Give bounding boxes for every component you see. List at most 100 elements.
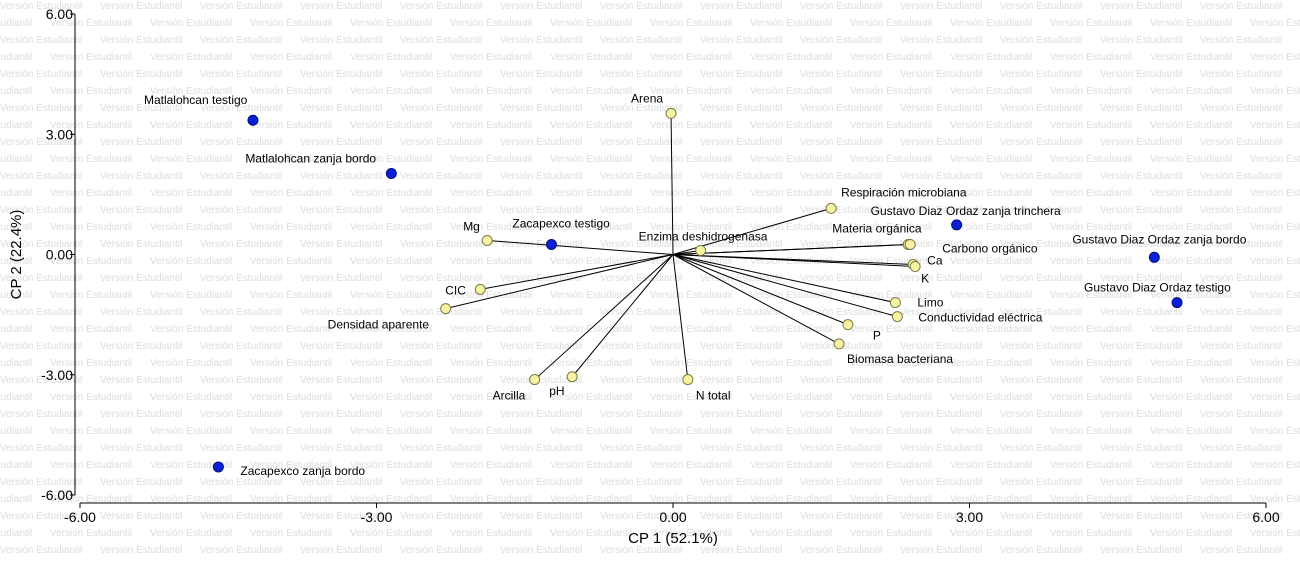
variable-vector [571,254,674,378]
x-tick-label: 6.00 [1252,509,1279,525]
watermark-text: Versión Estudiantil [550,460,632,471]
watermark-text: Versión Estudiantil [600,511,682,522]
watermark-text: Versión Estudiantil [100,1,182,12]
watermark-text: Versión Estudiantil [900,171,982,182]
watermark-text: Versión Estudiantil [0,120,32,131]
watermark-text: Versión Estudiantil [700,443,782,454]
watermark-text: Versión Estudiantil [350,154,432,165]
watermark-text: Versión Estudiantil [400,409,482,420]
watermark-text: Versión Estudiantil [1100,1,1182,12]
watermark-text: Versión Estudiantil [1000,35,1082,46]
watermark-text: Versión Estudiantil [900,103,982,114]
watermark-text: Versión Estudiantil [400,205,482,216]
watermark-text: Versión Estudiantil [0,511,82,522]
watermark-text: Versión Estudiantil [1050,154,1132,165]
watermark-text: Versión Estudiantil [850,188,932,199]
watermark-text: Versión Estudiantil [600,409,682,420]
watermark-text: Versión Estudiantil [900,35,982,46]
watermark-text: Versión Estudiantil [800,545,882,556]
watermark-text: Versión Estudiantil [100,477,182,488]
observation-label: Gustavo Diaz Ordaz zanja bordo [1072,232,1246,246]
observation-point [385,168,397,180]
watermark-text: Versión Estudiantil [400,545,482,556]
watermark-text: Versión Estudiantil [1100,103,1182,114]
watermark-text: Versión Estudiantil [450,120,532,131]
variable-label: Arena [631,91,663,105]
watermark-text: Versión Estudiantil [1250,120,1300,131]
watermark-text: Versión Estudiantil [800,443,882,454]
x-tick-label: -6.00 [64,509,96,525]
watermark-text: Versión Estudiantil [1150,460,1232,471]
watermark-text: Versión Estudiantil [1100,273,1182,284]
watermark-text: Versión Estudiantil [0,358,32,369]
watermark-text: Versión Estudiantil [0,222,32,233]
watermark-text: Versión Estudiantil [800,375,882,386]
watermark-text: Versión Estudiantil [300,103,382,114]
watermark-text: Versión Estudiantil [300,239,382,250]
watermark-text: Versión Estudiantil [800,409,882,420]
watermark-text: Versión Estudiantil [50,494,132,505]
watermark-text: Versión Estudiantil [400,341,482,352]
watermark-text: Versión Estudiantil [400,443,482,454]
variable-label: CIC [445,283,466,297]
watermark-text: Versión Estudiantil [0,86,32,97]
watermark-text: Versión Estudiantil [1100,69,1182,80]
watermark-text: Versión Estudiantil [450,86,532,97]
watermark-text: Versión Estudiantil [750,358,832,369]
y-tick-label: 6.00 [46,6,73,22]
watermark-text: Versión Estudiantil [900,239,982,250]
watermark-text: Versión Estudiantil [250,222,332,233]
watermark-text: Versión Estudiantil [600,341,682,352]
watermark-text: Versión Estudiantil [150,52,232,63]
variable-label: Arcilla [493,389,526,403]
watermark-text: Versión Estudiantil [450,290,532,301]
watermark-text: Versión Estudiantil [500,375,582,386]
watermark-text: Versión Estudiantil [500,103,582,114]
watermark-text: Versión Estudiantil [0,35,82,46]
watermark-text: Versión Estudiantil [300,511,382,522]
watermark-text: Versión Estudiantil [500,341,582,352]
variable-vector [672,254,840,345]
watermark-text: Versión Estudiantil [0,256,32,267]
watermark-text: Versión Estudiantil [400,477,482,488]
watermark-text: Versión Estudiantil [150,188,232,199]
observation-point [1148,251,1160,263]
watermark-text: Versión Estudiantil [550,188,632,199]
watermark-text: Versión Estudiantil [0,188,32,199]
watermark-text: Versión Estudiantil [1200,409,1282,420]
watermark-text: Versión Estudiantil [1250,18,1300,29]
watermark-text: Versión Estudiantil [0,545,82,556]
watermark-text: Versión Estudiantil [650,392,732,403]
watermark-text: Versión Estudiantil [650,154,732,165]
watermark-text: Versión Estudiantil [0,324,32,335]
watermark-text: Versión Estudiantil [50,188,132,199]
watermark-text: Versión Estudiantil [150,324,232,335]
watermark-text: Versión Estudiantil [700,273,782,284]
watermark-text: Versión Estudiantil [750,256,832,267]
watermark-text: Versión Estudiantil [200,375,282,386]
watermark-text: Versión Estudiantil [700,137,782,148]
watermark-text: Versión Estudiantil [800,137,882,148]
watermark-text: Versión Estudiantil [350,188,432,199]
watermark-text: Versión Estudiantil [900,1,982,12]
variable-label: Mg [463,219,480,233]
watermark-text: Versión Estudiantil [1100,443,1182,454]
watermark-text: Versión Estudiantil [750,290,832,301]
watermark-text: Versión Estudiantil [350,324,432,335]
watermark-text: Versión Estudiantil [150,222,232,233]
watermark-text: Versión Estudiantil [600,1,682,12]
watermark-text: Versión Estudiantil [500,171,582,182]
watermark-text: Versión Estudiantil [550,86,632,97]
watermark-text: Versión Estudiantil [50,528,132,539]
observation-point [212,461,224,473]
watermark-text: Versión Estudiantil [250,460,332,471]
watermark-text: Versión Estudiantil [900,273,982,284]
watermark-text: Versión Estudiantil [800,103,882,114]
x-tick-label: 0.00 [659,509,686,525]
watermark-text: Versión Estudiantil [1100,375,1182,386]
watermark-text: Versión Estudiantil [1050,528,1132,539]
watermark-text: Versión Estudiantil [50,154,132,165]
watermark-text: Versión Estudiantil [850,52,932,63]
watermark-text: Versión Estudiantil [200,1,282,12]
observation-label: Gustavo Diaz Ordaz zanja trinchera [871,204,1061,218]
